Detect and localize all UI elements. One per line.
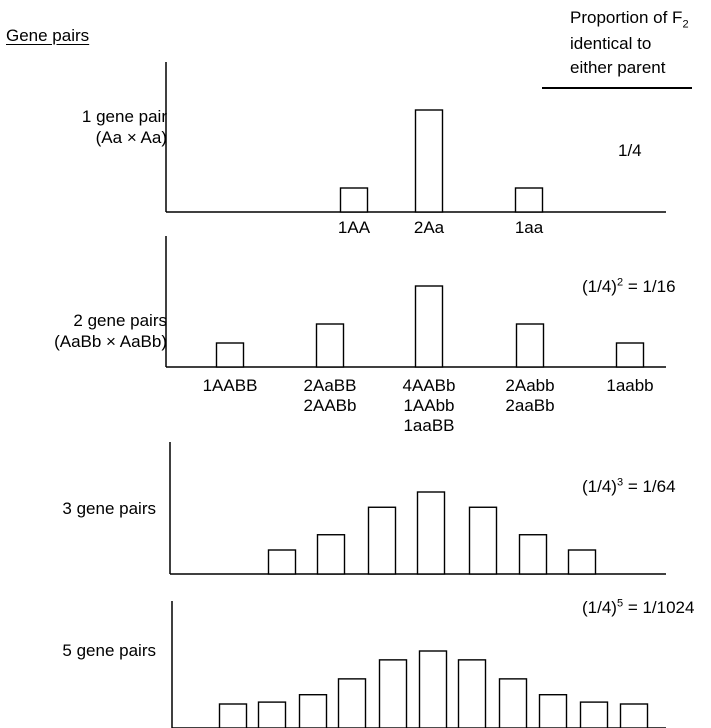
bar (498, 678, 528, 728)
proportion-value: (1/4)5 = 1/1024 (582, 598, 694, 618)
category-label-line: 1aaBB (403, 416, 455, 435)
row-label-line: (Aa × Aa) (95, 128, 167, 147)
category-label: 1aa (484, 218, 574, 238)
gene-pairs-header: Gene pairs (6, 26, 90, 45)
proportion-value: (1/4)3 = 1/64 (582, 477, 676, 497)
bar (518, 534, 548, 575)
bar (538, 694, 568, 728)
proportion-base: (1/4) (582, 277, 617, 296)
bar (418, 650, 448, 728)
proportion-base: 1/4 (618, 141, 642, 160)
bar (468, 506, 498, 575)
proportion-header-subscript: 2 (682, 18, 689, 31)
bar (619, 703, 649, 728)
proportion-base: (1/4) (582, 477, 617, 496)
proportion-header-main: Proportion of F (570, 8, 683, 27)
category-label-line: 1aabb (606, 376, 654, 395)
bar (267, 549, 297, 575)
row-label-line: 2 gene pairs (73, 311, 167, 330)
bar (339, 187, 369, 213)
bar (337, 678, 367, 728)
bar (579, 701, 609, 728)
category-label-line: 2Aa (413, 218, 445, 237)
bar (315, 323, 345, 368)
category-label-line: 2AaBB (303, 376, 357, 395)
row-label-line: 3 gene pairs (62, 499, 156, 518)
proportion-header-line3: either parent (570, 58, 666, 77)
proportion-header-line1: Proportion of F2 (570, 8, 689, 31)
proportion-exponent: 5 (616, 597, 624, 610)
proportion-result: = 1/1024 (623, 598, 695, 617)
bar (414, 109, 444, 213)
proportion-header-rule (542, 87, 692, 89)
category-label: 2Aa (384, 218, 474, 238)
row-label: 2 gene pairs (AaBb × AaBb) (0, 310, 167, 352)
proportion-base: (1/4) (582, 598, 617, 617)
category-label-line: 4AABb (402, 376, 456, 395)
bar (414, 285, 444, 368)
bar (215, 342, 245, 368)
row-label-line: 5 gene pairs (62, 641, 156, 660)
category-label: 2AaBB 2AABb (285, 376, 375, 416)
category-label-line: 1aa (514, 218, 544, 237)
bar (316, 534, 346, 575)
bar (218, 703, 248, 728)
proportion-value: (1/4)2 = 1/16 (582, 277, 676, 297)
category-label-line: 2AABb (303, 396, 357, 415)
bar (257, 701, 287, 728)
bar (514, 187, 544, 213)
proportion-exponent: 3 (616, 476, 624, 489)
category-label: 1aabb (585, 376, 675, 396)
category-label-line: 1AA (337, 218, 371, 237)
proportion-exponent: 2 (616, 276, 624, 289)
row-label-line: 1 gene pair (81, 107, 167, 126)
row-label: 3 gene pairs (0, 498, 156, 519)
proportion-result: = 1/64 (623, 477, 676, 496)
category-label-line: 1AAbb (403, 396, 455, 415)
proportion-value: 1/4 (618, 141, 642, 161)
bar (567, 549, 597, 575)
row-label-line: (AaBb × AaBb) (54, 332, 167, 351)
row-label: 1 gene pair (Aa × Aa) (0, 106, 167, 148)
bar (615, 342, 645, 368)
bar (515, 323, 545, 368)
category-label-line: 2Aabb (505, 376, 555, 395)
bar (457, 659, 487, 728)
bar (298, 694, 328, 728)
category-label-line: 2aaBb (505, 396, 555, 415)
category-label: 4AABb 1AAbb 1aaBB (384, 376, 474, 436)
proportion-result: = 1/16 (623, 277, 676, 296)
bar (416, 491, 446, 575)
category-label: 1AABB (185, 376, 275, 396)
bar (367, 506, 397, 575)
category-label: 1AA (309, 218, 399, 238)
proportion-header-line2: identical to (570, 34, 652, 53)
category-label-line: 1AABB (202, 376, 258, 395)
bar (378, 659, 408, 728)
category-label: 2Aabb 2aaBb (485, 376, 575, 416)
row-label: 5 gene pairs (0, 640, 156, 661)
